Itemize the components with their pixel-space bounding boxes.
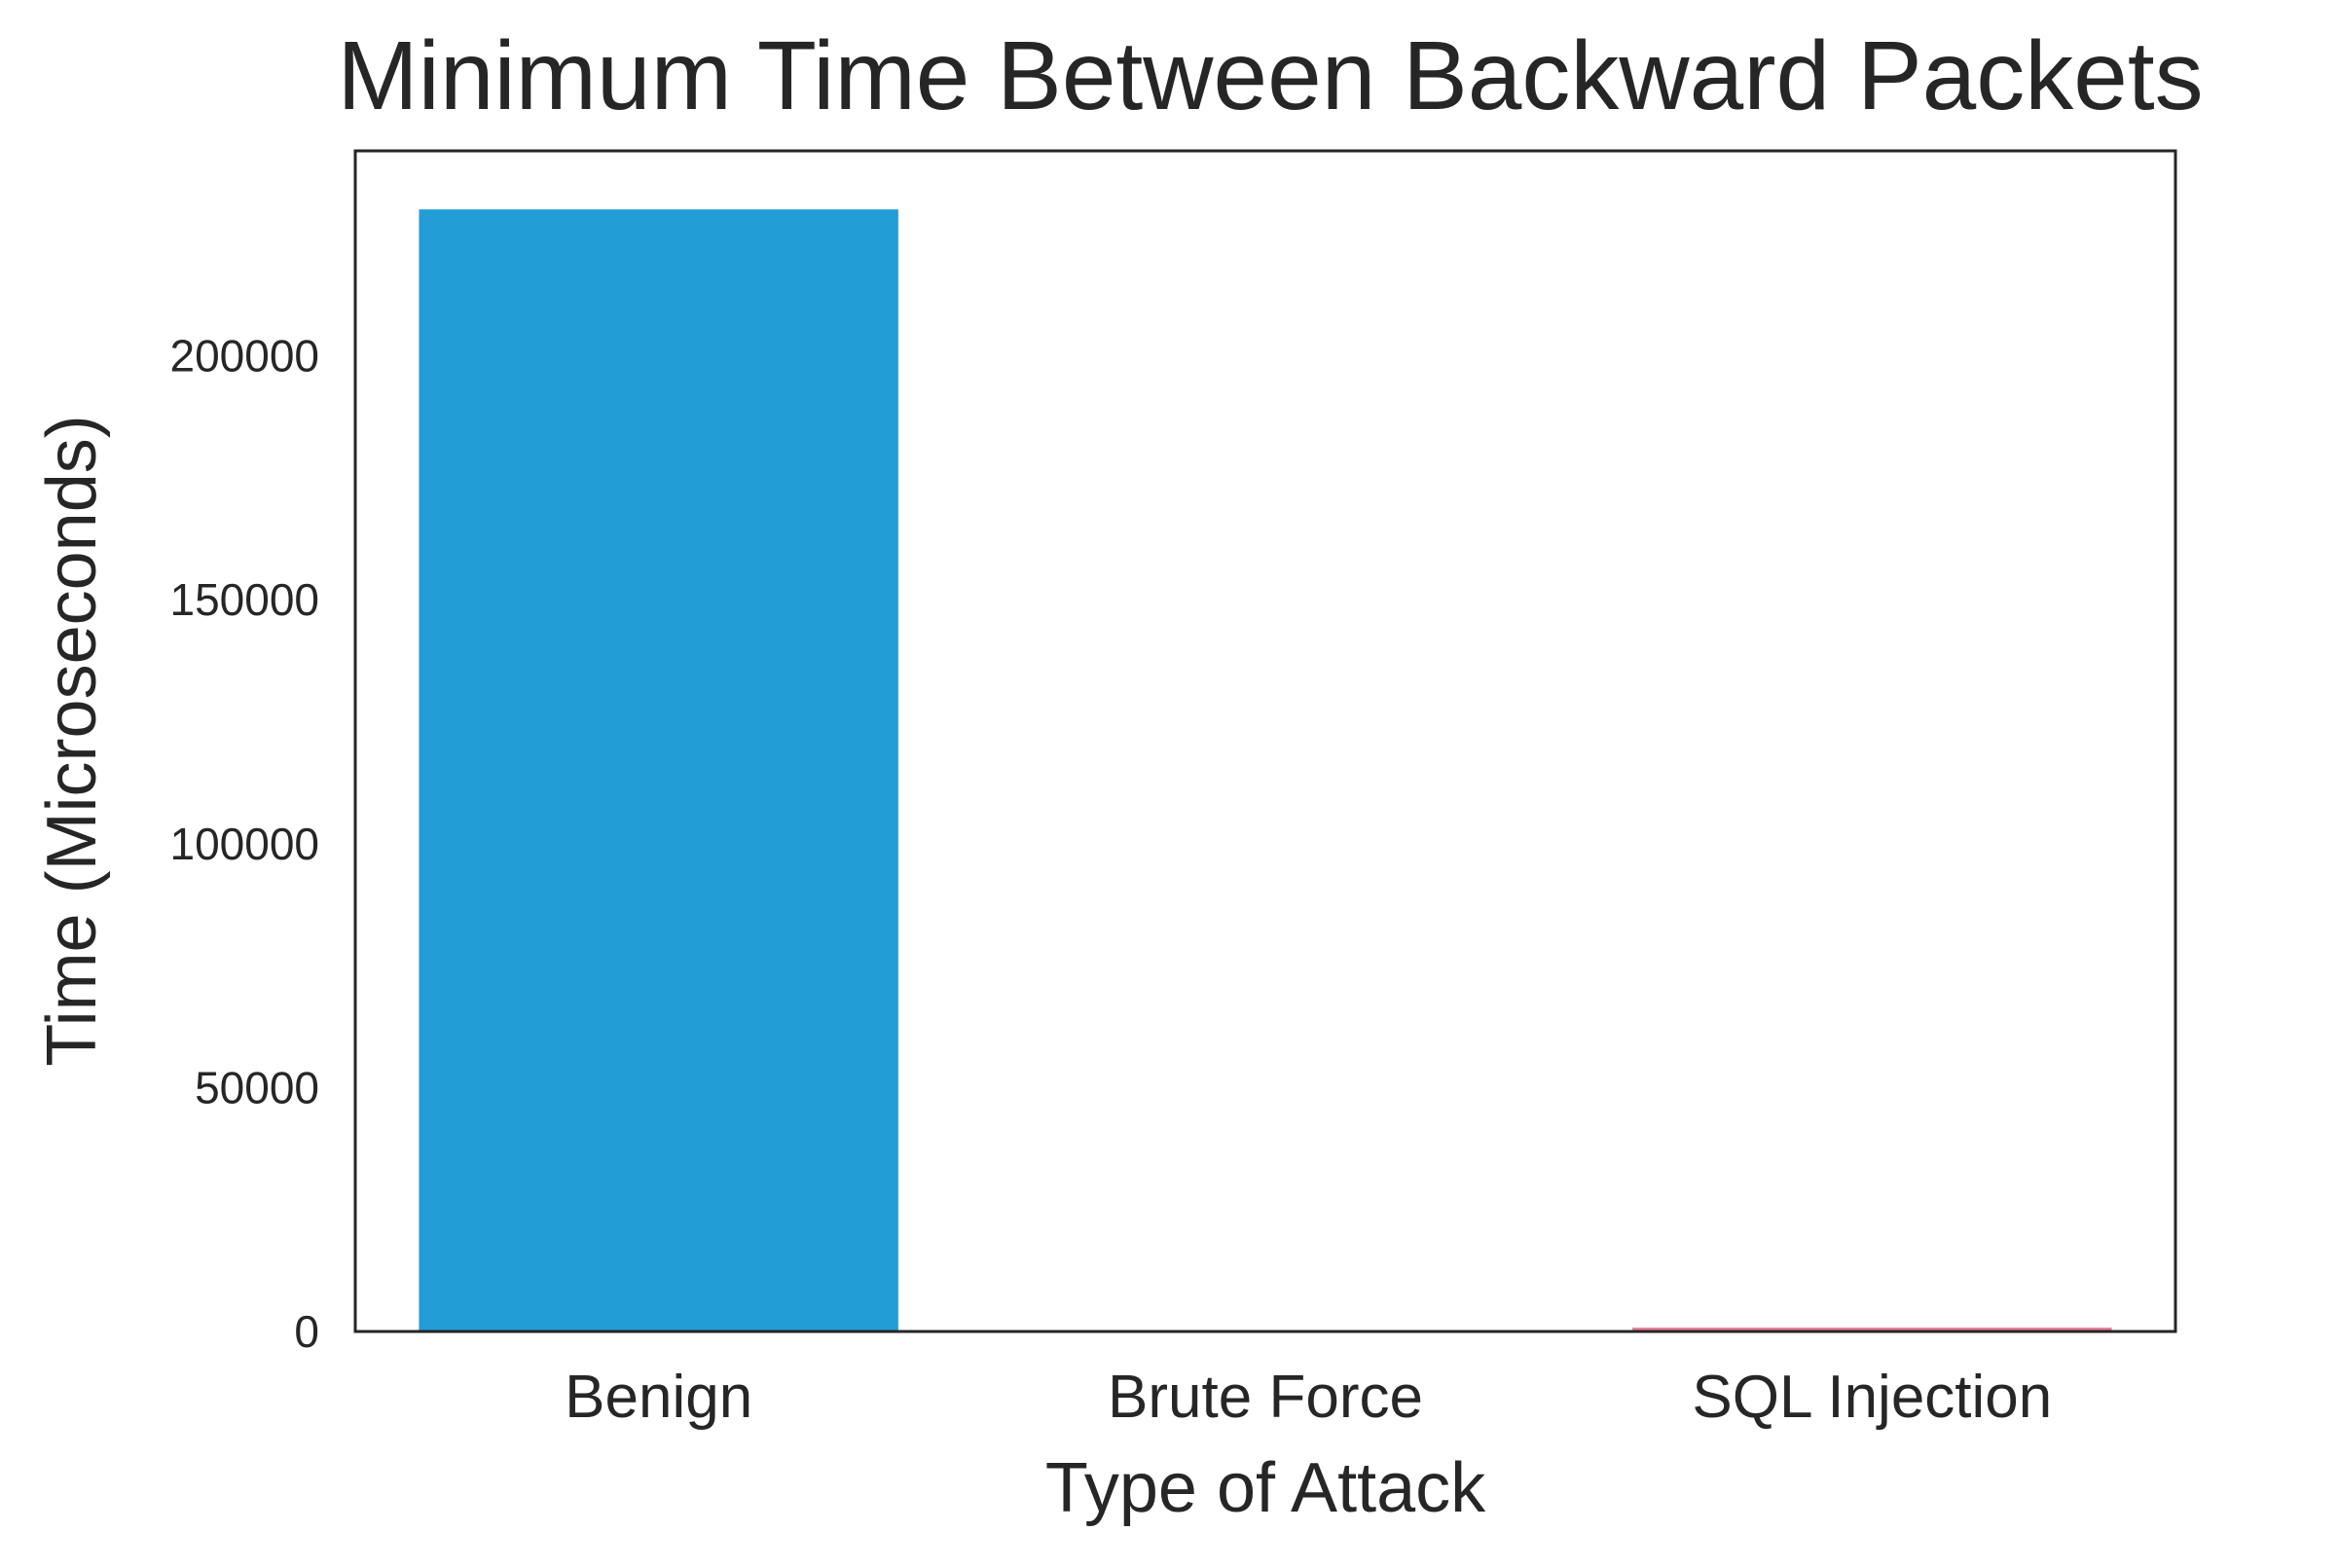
y-tick-label: 50000 bbox=[195, 1062, 319, 1112]
y-tick-label: 0 bbox=[294, 1306, 319, 1357]
x-tick-label: Brute Force bbox=[1108, 1364, 1423, 1431]
chart-title: Minimum Time Between Backward Packets bbox=[337, 21, 2203, 130]
x-axis-label: Type of Attack bbox=[1045, 1449, 1486, 1527]
bar-sql-injection bbox=[1632, 1327, 2112, 1331]
bars bbox=[419, 209, 2112, 1331]
y-axis-ticks: 0 50000 100000 150000 200000 bbox=[170, 331, 320, 1357]
x-axis-ticks: Benign Brute Force SQL Injection bbox=[565, 1364, 2052, 1431]
x-tick-label: SQL Injection bbox=[1692, 1364, 2052, 1431]
y-tick-label: 200000 bbox=[170, 331, 320, 382]
x-tick-label: Benign bbox=[565, 1364, 752, 1431]
y-axis-label: Time (Microseconds) bbox=[33, 415, 111, 1066]
y-tick-label: 150000 bbox=[170, 574, 320, 625]
bar-benign bbox=[419, 209, 898, 1331]
y-tick-label: 100000 bbox=[170, 819, 320, 869]
plot-frame bbox=[353, 149, 2177, 1333]
